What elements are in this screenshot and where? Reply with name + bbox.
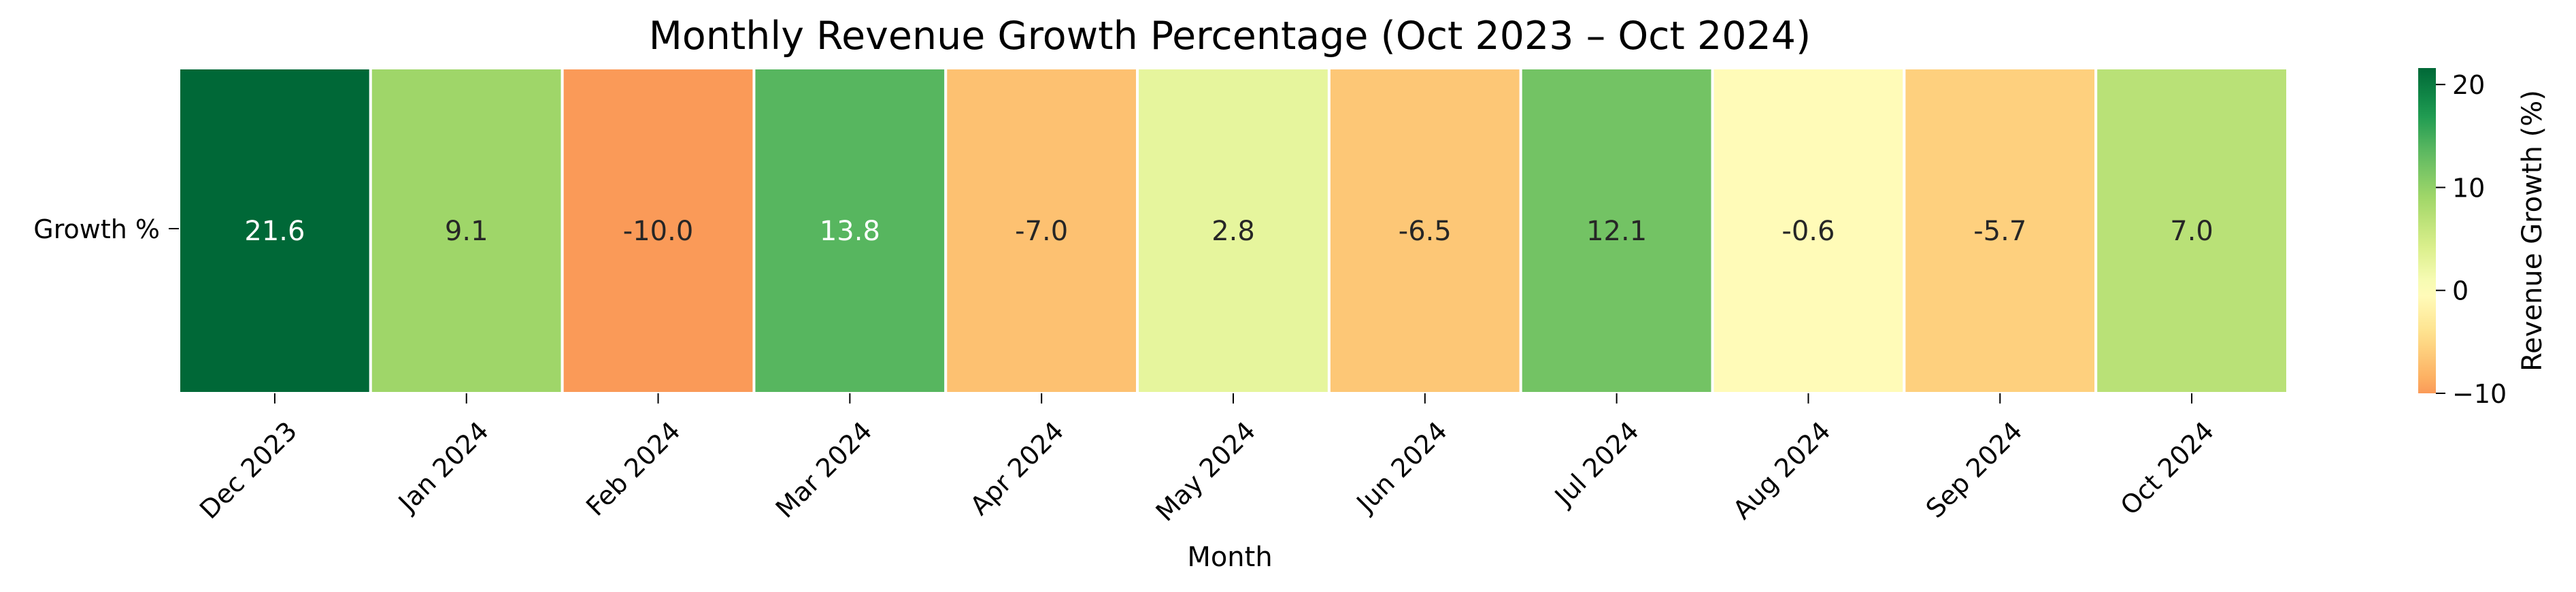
colorbar-tick-label: 20: [2452, 70, 2485, 100]
heatmap-cell: [561, 67, 756, 395]
colorbar: −10 0 10 20 Revenue Growth (%): [2418, 68, 2548, 409]
x-tick-label: Oct 2024: [2115, 416, 2220, 521]
heatmap-cell: [369, 67, 564, 395]
cell-value-label: 9.1: [445, 216, 488, 247]
cell-value-label: 12.1: [1586, 216, 1647, 247]
heatmap-cell: [944, 67, 1139, 395]
heatmap-cell: [1136, 67, 1331, 395]
x-tick-label: Jul 2024: [1548, 416, 1645, 512]
cell-value-label: 2.8: [1211, 216, 1255, 247]
cell-value-label: -5.7: [1973, 216, 2026, 247]
x-tick-label: Apr 2024: [965, 416, 1070, 521]
colorbar-label: Revenue Growth (%): [2517, 90, 2548, 372]
x-axis-label: Month: [1187, 542, 1272, 573]
heatmap-cell-labels: 21.6 9.1 -10.0 13.8 -7.0 2.8 -6.5 12.1 -0.6 -5.7 7…: [244, 216, 2213, 247]
cell-value-label: -7.0: [1015, 216, 1068, 247]
colorbar-tick-label: 0: [2452, 276, 2469, 306]
cell-value-label: -6.5: [1399, 216, 1452, 247]
x-tick-label: Aug 2024: [1727, 416, 1837, 525]
x-tick-label: Jan 2024: [392, 416, 495, 519]
heatmap-cell: [2094, 67, 2290, 395]
heatmap-cells: [178, 67, 2290, 395]
cell-value-label: -10.0: [623, 216, 694, 247]
x-tick-label: Jun 2024: [1350, 416, 1453, 519]
x-axis: Dec 2023 Jan 2024 Feb 2024 Mar 2024 Apr 2024…: [194, 393, 2220, 527]
cell-value-label: 7.0: [2170, 216, 2213, 247]
heatmap-cell: [1903, 67, 2098, 395]
x-tick-label: Mar 2024: [770, 416, 878, 524]
x-tick-label: Sep 2024: [1920, 416, 2028, 524]
heatmap-cell: [178, 67, 372, 395]
chart-title: Monthly Revenue Growth Percentage (Oct 2…: [649, 14, 1811, 59]
colorbar-gradient: [2418, 68, 2436, 393]
cell-value-label: 13.8: [820, 216, 880, 247]
colorbar-ticks: −10 0 10 20: [2436, 70, 2507, 409]
cell-value-label: -0.6: [1782, 216, 1835, 247]
x-tick-label: Dec 2023: [194, 416, 303, 525]
x-tick-label: Feb 2024: [580, 416, 686, 522]
colorbar-tick-label: −10: [2452, 379, 2507, 409]
x-tick-label: May 2024: [1150, 416, 1262, 527]
colorbar-tick-label: 10: [2452, 173, 2485, 203]
y-axis: Growth %: [33, 214, 179, 244]
y-tick-label: Growth %: [33, 214, 160, 244]
heatmap-cell: [1519, 67, 1714, 395]
heatmap-cell: [752, 67, 948, 395]
cell-value-label: 21.6: [244, 216, 305, 247]
